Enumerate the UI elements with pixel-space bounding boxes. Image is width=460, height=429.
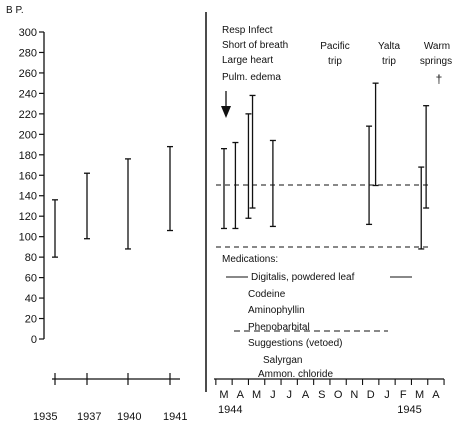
y-tick-label: 160 xyxy=(19,170,37,182)
x-axis-ticks xyxy=(54,373,445,385)
bp-range-bar-1941 xyxy=(167,145,173,232)
x-month-label: A xyxy=(432,389,440,401)
annotation-warm-springs-line1: Warm xyxy=(424,41,450,52)
dagger-icon: † xyxy=(436,72,443,86)
x-month-label: J xyxy=(286,389,292,401)
y-axis-ticks xyxy=(39,31,44,340)
medications-header: Medications: xyxy=(222,254,278,265)
y-tick-label: 220 xyxy=(19,109,37,121)
x-month-label: F xyxy=(400,389,407,401)
bp-range-bar-1937 xyxy=(84,172,90,240)
annotation-short-of-breath: Short of breath xyxy=(222,40,288,51)
x-month-label: J xyxy=(270,389,276,401)
annotation-large-heart: Large heart xyxy=(222,55,273,66)
y-tick-label: 40 xyxy=(25,293,37,305)
y-tick-label: 20 xyxy=(25,314,37,326)
x-month-label: D xyxy=(367,389,375,401)
annotation-resp-infect: Resp Infect xyxy=(222,25,273,36)
y-tick-label: 80 xyxy=(25,252,37,264)
suggestions-header: Suggestions (vetoed) xyxy=(248,338,343,349)
down-arrow-icon xyxy=(221,91,231,118)
medication-codeine: Codeine xyxy=(248,289,286,300)
x-month-label: A xyxy=(302,389,310,401)
y-tick-label: 60 xyxy=(25,273,37,285)
y-tick-label: 280 xyxy=(19,47,37,59)
x-tick-label: 1935 xyxy=(33,411,57,423)
y-axis-tick-labels: 0 20 40 60 80 100 120 140 160 180 200 220 240 260 280 3… xyxy=(19,27,37,346)
annotation-yalta-trip-line1: Yalta xyxy=(378,41,400,52)
x-month-label: O xyxy=(334,389,343,401)
x-month-label: N xyxy=(350,389,358,401)
y-axis-label: B P. xyxy=(6,5,24,16)
bp-range-bar-1944-45-7 xyxy=(418,166,425,250)
y-tick-label: 100 xyxy=(19,232,37,244)
x-month-label: M xyxy=(219,389,228,401)
suggestion-salyrgan: Salyrgan xyxy=(263,355,302,366)
x-tick-label: 1940 xyxy=(117,411,141,423)
y-tick-label: 180 xyxy=(19,150,37,162)
bp-range-bar-1944-45-0 xyxy=(221,148,227,230)
x-tick-label: 1941 xyxy=(163,411,187,423)
bp-range-bar-1944-45-2 xyxy=(245,113,252,219)
bp-range-bars xyxy=(52,82,430,258)
bp-range-bar-1944-45-8 xyxy=(423,105,430,209)
x-month-label: S xyxy=(318,389,325,401)
bp-range-bar-1944-45-1 xyxy=(232,141,239,230)
bp-range-bar-1940 xyxy=(125,158,131,250)
suggestion-ammon-chloride: Ammon. chloride xyxy=(258,369,333,380)
annotation-warm-springs-line2: springs xyxy=(420,56,452,67)
bp-range-bar-1944-45-5 xyxy=(366,125,373,226)
annotation-pacific-trip-line2: trip xyxy=(328,56,342,67)
x-year-label: 1944 xyxy=(218,404,242,416)
bp-range-bar-1944-45-6 xyxy=(372,82,379,187)
y-tick-label: 0 xyxy=(31,334,37,346)
x-axis-year-labels: 1944 1945 xyxy=(218,404,422,416)
x-month-label: A xyxy=(237,389,245,401)
y-tick-label: 240 xyxy=(19,88,37,100)
bp-range-bar-1935 xyxy=(52,199,58,258)
x-year-label: 1945 xyxy=(397,404,421,416)
medication-aminophyllin: Aminophyllin xyxy=(248,305,305,316)
x-tick-label: 1937 xyxy=(77,411,101,423)
bp-range-bar-1944-45-3 xyxy=(249,94,256,209)
x-month-label: J xyxy=(384,389,390,401)
bp-range-bar-1944-45-4 xyxy=(269,139,276,228)
x-month-label: M xyxy=(252,389,261,401)
annotation-pacific-trip-line1: Pacific xyxy=(320,41,349,52)
y-tick-label: 200 xyxy=(19,129,37,141)
y-tick-label: 300 xyxy=(19,27,37,39)
y-tick-label: 120 xyxy=(19,211,37,223)
medication-phenobarbital: Phenobarbital xyxy=(248,322,310,333)
y-tick-label: 140 xyxy=(19,191,37,203)
annotation-yalta-trip-line2: trip xyxy=(382,56,396,67)
medication-digitalis: Digitalis, powdered leaf xyxy=(251,272,355,283)
y-tick-label: 260 xyxy=(19,68,37,80)
x-month-label: M xyxy=(415,389,424,401)
annotation-pulm-edema: Pulm. edema xyxy=(222,72,281,83)
